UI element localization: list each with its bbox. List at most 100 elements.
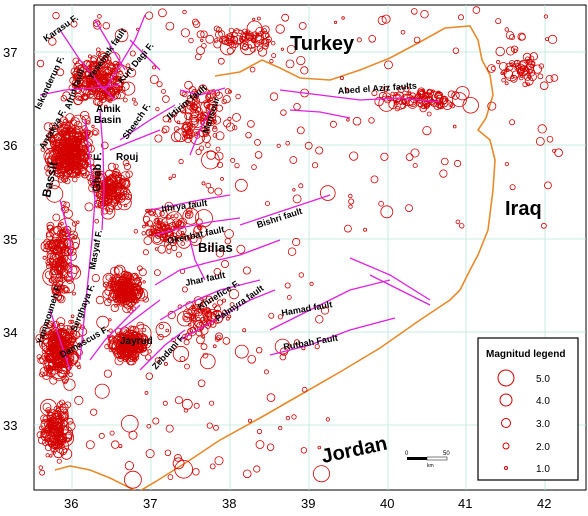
epicenter-marker [159, 210, 165, 217]
epicenter-marker [64, 142, 70, 148]
epicenter-marker [116, 279, 123, 286]
epicenter-marker [136, 321, 145, 330]
epicenter-marker [194, 209, 213, 228]
epicenter-marker [181, 286, 188, 293]
x-tick-label: 42 [537, 496, 551, 511]
epicenter-marker [319, 185, 336, 201]
epicenter-marker [106, 62, 116, 71]
epicenter-marker [60, 353, 64, 358]
epicenter-marker [352, 116, 362, 126]
epicenter-marker [135, 279, 142, 287]
epicenter-marker [114, 28, 129, 43]
epicenter-marker [182, 109, 187, 114]
label-jayrud: Jayrud [120, 336, 153, 347]
epicenter-marker [46, 320, 55, 329]
epicenter-marker [201, 133, 211, 143]
epicenter-marker [142, 327, 147, 332]
epicenter-marker [410, 8, 418, 15]
epicenter-marker [495, 59, 501, 65]
epicenter-marker [76, 220, 80, 224]
epicenter-marker [254, 138, 261, 146]
epicenter-marker [109, 187, 116, 194]
epicenter-marker [505, 68, 510, 72]
epicenter-marker [52, 11, 60, 20]
epicenter-marker [99, 65, 103, 70]
epicenter-marker [54, 439, 70, 454]
epicenter-marker [104, 195, 113, 204]
epicenter-marker [394, 100, 399, 104]
epicenter-marker [510, 45, 519, 53]
epicenter-marker [112, 88, 118, 95]
epicenter-marker [118, 178, 124, 183]
epicenter-marker [79, 152, 86, 159]
epicenter-marker [320, 306, 330, 315]
epicenter-marker [184, 80, 193, 90]
legend-label-4: 4.0 [536, 396, 550, 407]
epicenter-marker [401, 99, 408, 106]
epicenter-marker [186, 128, 194, 136]
epicenter-marker [157, 8, 167, 18]
epicenter-marker [383, 96, 391, 104]
epicenter-marker [163, 361, 168, 366]
epicenter-marker [45, 157, 52, 165]
epicenter-marker [104, 343, 110, 350]
epicenter-marker [152, 235, 161, 244]
epicenter-marker [151, 231, 165, 245]
epicenter-marker [298, 183, 304, 189]
x-tick-label: 39 [301, 496, 315, 511]
epicenter-marker [125, 170, 133, 178]
epicenter-marker [552, 148, 557, 153]
epicenter-marker [183, 408, 189, 413]
epicenter-marker [504, 162, 509, 167]
epicenter-marker [94, 70, 101, 76]
epicenter-marker [175, 235, 180, 240]
epicenter-marker [186, 132, 193, 140]
epicenter-marker [67, 157, 76, 167]
epicenter-marker [49, 136, 56, 143]
epicenter-marker [455, 219, 461, 225]
epicenter-marker [67, 330, 72, 336]
epicenter-marker [504, 81, 509, 86]
y-tick-label: 36 [3, 138, 17, 153]
epicenter-marker [348, 193, 353, 199]
label-turkey: Turkey [290, 33, 355, 55]
epicenter-marker [256, 16, 261, 21]
epicenter-marker [70, 330, 74, 335]
epicenter-marker [75, 348, 83, 357]
epicenter-marker [213, 120, 217, 124]
epicenter-marker [183, 315, 189, 321]
epicenter-marker [545, 37, 549, 41]
epicenter-marker [46, 230, 53, 238]
epicenter-marker [188, 314, 195, 321]
label-amik-basin-2: Basin [94, 115, 121, 126]
epicenter-marker [70, 314, 75, 319]
epicenter-marker [37, 436, 47, 445]
epicenter-marker [53, 134, 58, 139]
epicenter-marker [122, 298, 130, 306]
epicenter-marker [457, 14, 464, 21]
epicenter-marker [109, 276, 114, 281]
epicenter-marker [191, 305, 196, 309]
epicenter-marker [133, 298, 138, 304]
legend-title: Magnitud legend [486, 349, 565, 360]
epicenter-marker [234, 163, 240, 169]
epicenter-marker [526, 82, 530, 87]
epicenter-marker [50, 179, 60, 190]
epicenter-marker [145, 449, 155, 459]
epicenter-marker [226, 47, 234, 55]
epicenter-marker [154, 134, 163, 143]
epicenter-marker [129, 281, 134, 286]
epicenter-marker [184, 363, 190, 370]
epicenter-marker [145, 372, 153, 380]
epicenter-marker [158, 323, 165, 330]
epicenter-marker [423, 105, 428, 110]
epicenter-marker [95, 185, 102, 191]
epicenter-marker [106, 185, 117, 195]
epicenter-marker [40, 414, 48, 423]
epicenter-marker [161, 225, 167, 231]
epicenter-marker [55, 153, 64, 162]
epicenter-marker [63, 201, 71, 209]
epicenter-marker [235, 93, 241, 100]
epicenter-marker [165, 21, 175, 31]
epicenter-marker [36, 59, 45, 68]
